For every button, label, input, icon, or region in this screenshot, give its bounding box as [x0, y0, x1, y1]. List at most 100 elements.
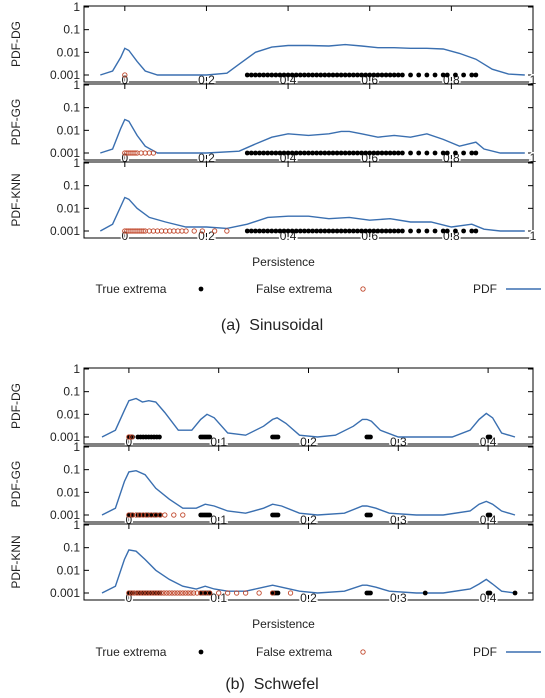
pdf-line: [99, 196, 525, 232]
true-extremum-point: [326, 150, 332, 156]
true-extremum-point: [346, 228, 352, 234]
panel-frame: [83, 161, 534, 239]
false-extremum-point: [188, 590, 194, 596]
false-extremum-point: [137, 512, 143, 518]
true-extremum-point: [424, 150, 430, 156]
y-tick-label: 0.1: [63, 179, 80, 193]
y-tick-label: 0.1: [63, 541, 80, 555]
false-extremum-point: [234, 590, 240, 596]
false-extremum-point: [242, 590, 249, 596]
x-tick-label: 1: [530, 151, 537, 165]
true-extremum-point: [330, 72, 336, 78]
x-tick-label: 0.2: [198, 229, 215, 243]
false-extremum-point: [155, 590, 162, 596]
false-extremum-point: [126, 590, 132, 596]
true-extremum-point: [469, 150, 475, 156]
false-extremum-point: [161, 590, 167, 596]
true-extremum-point: [379, 150, 385, 156]
true-extremum-point: [379, 72, 385, 78]
true-extremum-point: [391, 150, 397, 156]
false-extremum-point: [185, 590, 191, 596]
true-extremum-point: [157, 434, 162, 440]
true-extremum-point: [244, 150, 250, 156]
true-extremum-point: [275, 434, 281, 440]
pdf-line: [100, 43, 525, 76]
true-extremum-point: [277, 150, 283, 156]
false-extremum-point: [163, 590, 170, 596]
false-extremum-point: [128, 590, 135, 596]
true-extremum-point: [293, 150, 299, 156]
false-extremum-point: [190, 590, 197, 596]
true-extremum-point: [253, 150, 258, 156]
true-extremum-point: [265, 228, 271, 234]
y-axis-label: PDF-GG: [9, 461, 23, 508]
true-extremum-point: [330, 150, 336, 156]
false-extremum-point: [269, 590, 276, 596]
true-extremum-point: [130, 512, 135, 518]
true-extremum-point: [318, 228, 324, 234]
false-extremum-point: [140, 512, 146, 518]
true-extremum-point: [302, 150, 307, 156]
true-extremum-point: [207, 590, 213, 596]
false-extremum-point: [224, 228, 230, 234]
true-extremum-point: [342, 228, 348, 234]
y-tick-label: 0.01: [57, 45, 81, 59]
false-extremum-point: [199, 228, 206, 234]
true-extremum-point: [293, 228, 299, 234]
true-extremum-point: [440, 72, 446, 78]
true-extremum-point: [273, 150, 279, 156]
true-extremum-point: [367, 72, 373, 78]
figure-caption: (b) Schwefel: [225, 676, 318, 693]
x-tick-label: 1: [530, 73, 537, 87]
true-extremum-point: [473, 72, 479, 78]
true-extremum-point: [314, 228, 320, 234]
false-extremum-point: [180, 590, 186, 596]
false-extremum-point: [171, 512, 177, 518]
figure-caption: (a) Sinusoidal: [221, 317, 323, 334]
true-extremum-point: [487, 590, 493, 596]
true-extremum-point: [473, 228, 479, 234]
true-extremum-point: [387, 150, 393, 156]
true-extremum-point: [424, 228, 430, 234]
true-extremum-point: [351, 72, 356, 78]
true-extremum-point: [342, 72, 348, 78]
y-axis-label: PDF-KNN: [9, 173, 23, 226]
true-extremum-point: [269, 72, 275, 78]
true-extremum-point: [395, 228, 401, 234]
true-extremum-point: [322, 150, 328, 156]
true-extremum-point: [453, 72, 458, 78]
true-extremum-point: [359, 150, 364, 156]
true-extremum-point: [207, 512, 213, 518]
true-extremum-point: [387, 228, 393, 234]
pdf-line: [100, 118, 525, 154]
y-axis-label: PDF-DG: [9, 21, 23, 67]
false-extremum-point: [139, 590, 146, 596]
legend-false-label: False extrema: [256, 645, 332, 659]
true-extremum-point: [355, 72, 360, 78]
panel-frame: [83, 445, 534, 523]
true-extremum-point: [368, 590, 373, 596]
false-extremum-point: [122, 72, 128, 78]
false-extremum-point: [211, 228, 218, 234]
true-extremum-point: [399, 150, 405, 156]
false-extremum-point: [145, 590, 151, 596]
y-tick-label: 1: [73, 0, 80, 14]
true-extremum-point: [424, 72, 430, 78]
true-extremum-point: [289, 72, 295, 78]
false-extremum-point: [132, 150, 138, 156]
false-extremum-point: [174, 590, 181, 596]
false-extremum-point: [150, 150, 157, 156]
false-extremum-point: [162, 512, 168, 518]
true-extremum-point: [346, 72, 352, 78]
true-extremum-point: [461, 72, 467, 78]
true-extremum-point: [310, 228, 315, 234]
true-extremum-point: [334, 150, 340, 156]
false-extremum-point: [140, 228, 146, 234]
y-tick-label: 0.1: [63, 101, 80, 115]
y-tick-label: 0.1: [63, 385, 80, 399]
true-extremum-point: [306, 150, 311, 156]
true-extremum-point: [318, 72, 324, 78]
true-extremum-point: [257, 72, 262, 78]
true-extremum-point: [326, 72, 332, 78]
true-extremum-point: [334, 228, 340, 234]
